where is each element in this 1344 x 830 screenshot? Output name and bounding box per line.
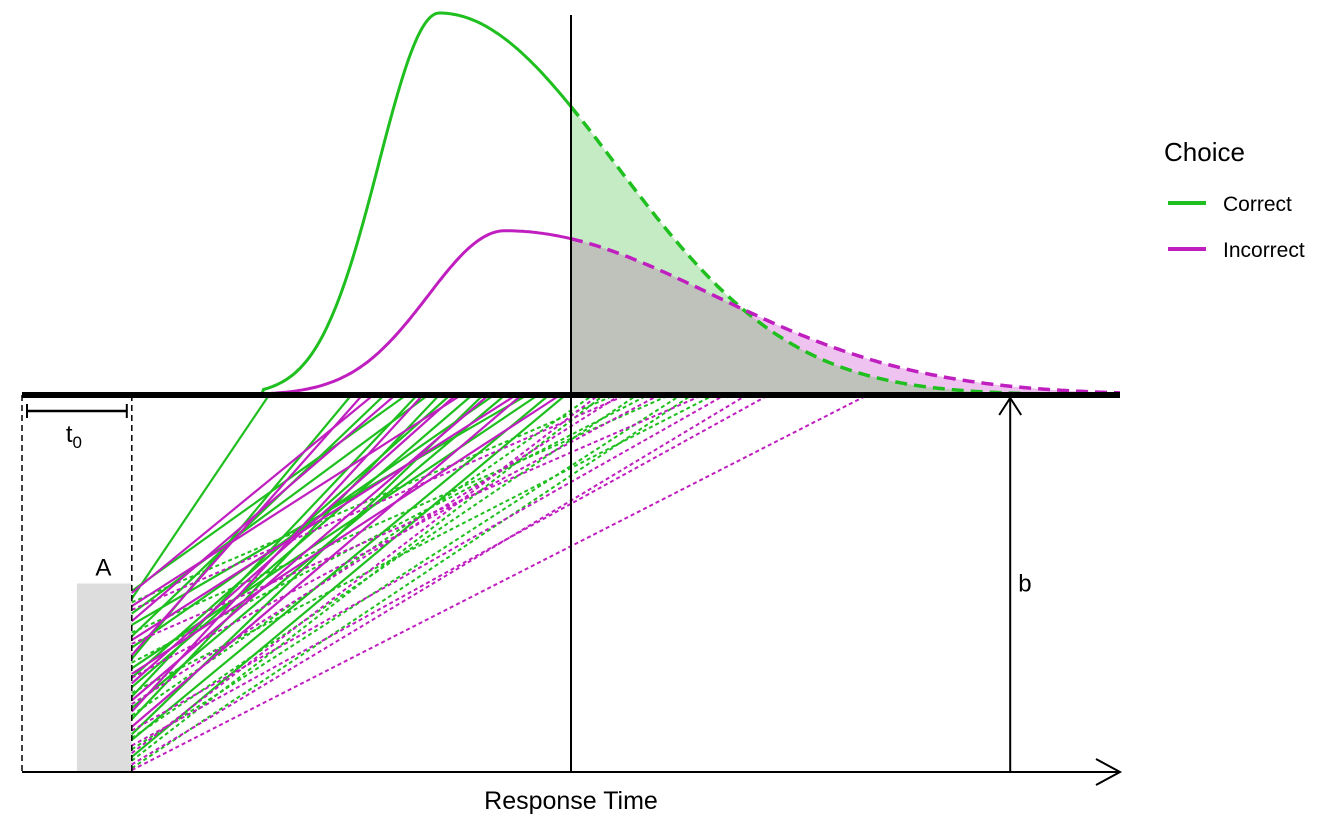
legend-label-correct: Correct <box>1223 193 1292 216</box>
x-axis <box>22 758 1123 786</box>
incorrect-accumulator-path-13 <box>131 394 621 705</box>
correct-accumulator-path-22 <box>131 394 605 762</box>
correct-accumulator-path-23 <box>131 394 693 770</box>
incorrect-accumulator-path-16 <box>131 394 748 766</box>
incorrect-accumulator-path-11 <box>131 394 704 645</box>
correct-accumulator-path-9 <box>131 394 419 698</box>
t0-label-sub: 0 <box>73 433 82 452</box>
correct-accumulator-path-18 <box>131 394 715 694</box>
correct-accumulator-path-11 <box>131 394 441 720</box>
incorrect-accumulator-path-1 <box>131 394 462 608</box>
incorrect-accumulator-path-18 <box>131 394 770 747</box>
threshold-label: b <box>1018 571 1031 598</box>
incorrect-accumulator-path-5 <box>131 394 561 675</box>
incorrect-accumulator-path-15 <box>131 394 600 754</box>
start-point-box <box>76 583 132 772</box>
correct-accumulator-path-20 <box>131 394 638 739</box>
correct-accumulator-path-3 <box>131 394 386 638</box>
tail-shading <box>571 106 1120 395</box>
x-axis-arrowhead <box>1095 758 1123 786</box>
incorrect-density-tail-dashed <box>570 237 1121 395</box>
incorrect-accumulator-path-14 <box>131 394 726 732</box>
accumulator-paths <box>130 394 868 772</box>
correct-accumulator-path-14 <box>130 394 270 600</box>
start-point-label: A <box>95 555 111 582</box>
correct-accumulator-path-7 <box>131 394 451 679</box>
x-axis-label: Response Time <box>484 787 658 815</box>
threshold-arrow <box>998 396 1023 772</box>
correct-accumulator-path-6 <box>131 394 539 670</box>
correct-accumulator-path-15 <box>131 394 616 604</box>
legend: Choice Correct Incorrect <box>1164 137 1305 262</box>
t0-label-main: t <box>66 421 73 448</box>
incorrect-accumulator-path-17 <box>131 394 868 772</box>
incorrect-accumulator-path-3 <box>131 394 517 641</box>
overlap-tail-fill <box>571 238 1120 395</box>
incorrect-accumulator-path-7 <box>131 394 490 702</box>
incorrect-accumulator-path-4 <box>130 394 364 656</box>
incorrect-accumulator-path-8 <box>130 394 424 713</box>
correct-density-curve <box>22 11 573 397</box>
correct-accumulator-path-16 <box>131 394 671 634</box>
correct-accumulator-path-21 <box>131 394 682 751</box>
incorrect-accumulator-path-9 <box>131 394 523 728</box>
correct-accumulator-path-1 <box>131 394 429 615</box>
legend-title: Choice <box>1164 137 1245 167</box>
b-arrowhead <box>998 396 1023 416</box>
t0-region <box>21 395 133 772</box>
incorrect-accumulator-path-10 <box>131 394 627 611</box>
correct-accumulator-path-17 <box>131 394 649 664</box>
t0-label: t0 <box>66 421 82 452</box>
legend-label-incorrect: Incorrect <box>1223 239 1305 262</box>
